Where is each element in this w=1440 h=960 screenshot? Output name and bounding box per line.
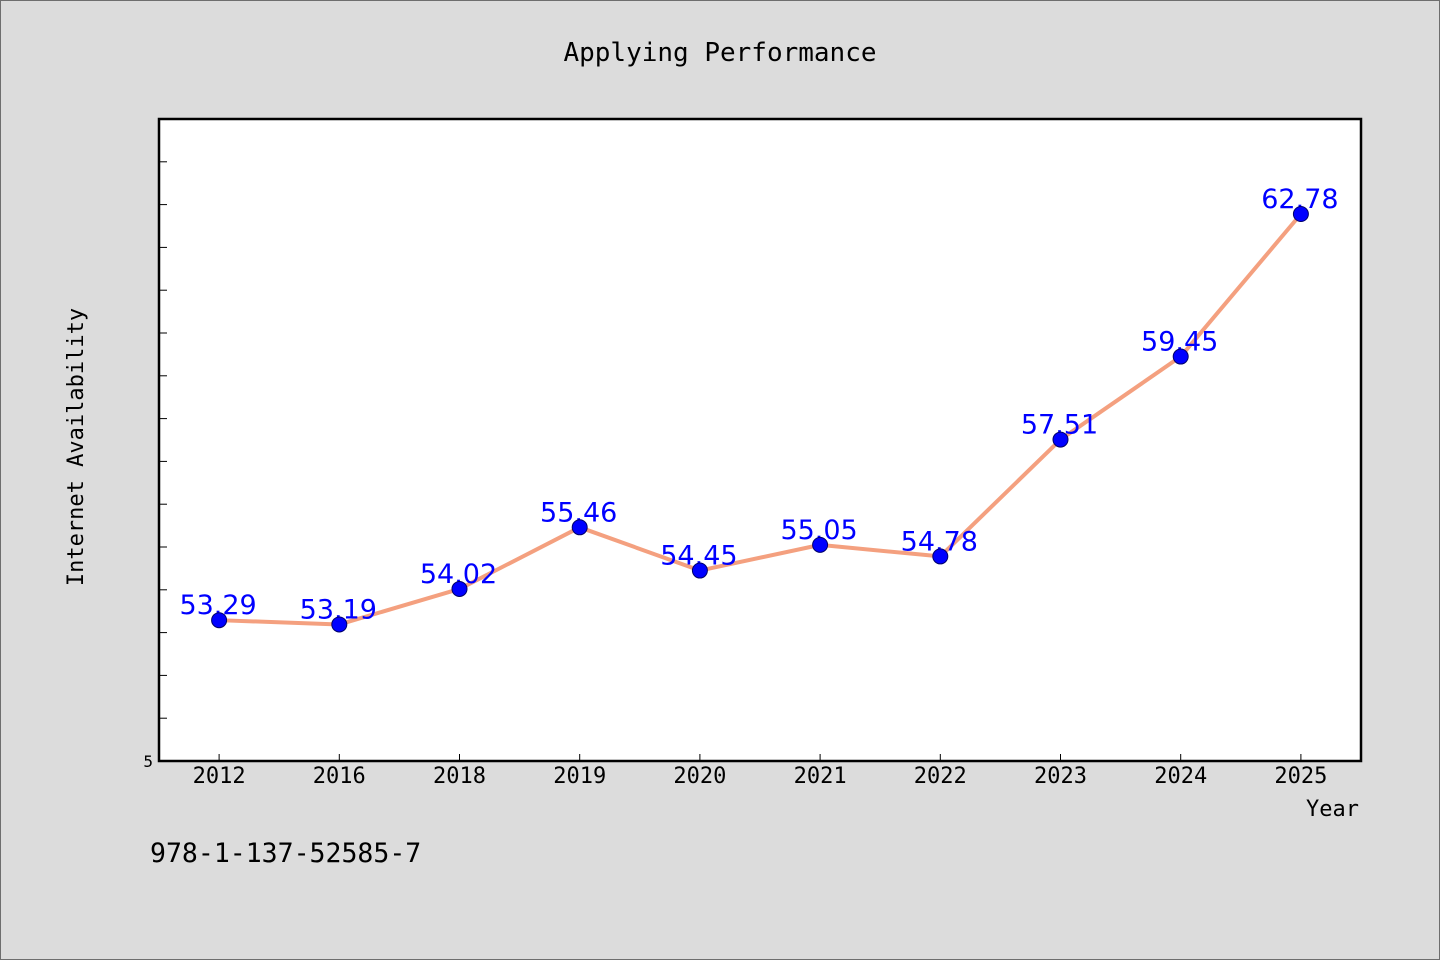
data-point — [331, 616, 348, 633]
x-tick-label: 2025 — [1274, 764, 1327, 789]
plot-area — [159, 119, 1361, 761]
y-axis-label: Internet Availability — [64, 308, 89, 586]
series-line — [217, 212, 1303, 627]
y-tick-label: 5 — [143, 752, 153, 771]
data-point — [1052, 431, 1069, 448]
x-tick-label: 2022 — [914, 764, 967, 789]
data-point — [691, 562, 708, 579]
data-point — [812, 536, 829, 553]
x-tick-label: 2019 — [553, 764, 606, 789]
x-axis-label: Year — [1306, 797, 1359, 822]
isbn-text: 978-1-137-52585-7 — [150, 838, 421, 869]
x-tick-label: 2024 — [1154, 764, 1207, 789]
x-tick-label: 2023 — [1034, 764, 1087, 789]
x-tick-label: 2020 — [673, 764, 726, 789]
data-point — [1292, 206, 1309, 223]
x-tick-label: 2012 — [193, 764, 246, 789]
data-point — [211, 612, 228, 629]
chart-title: Applying Performance — [563, 38, 876, 68]
data-point — [571, 519, 588, 536]
x-tick-label: 2021 — [794, 764, 847, 789]
x-tick-label: 2018 — [433, 764, 486, 789]
y-tick-labels: 5 — [143, 752, 153, 771]
x-tick-labels: 2012 2016 2018 2019 2020 2021 2022 2023 2024 2025 — [193, 764, 1328, 789]
data-point — [1172, 348, 1189, 365]
data-point — [932, 548, 949, 565]
plot-frame — [157, 117, 1363, 763]
x-tick-label: 2016 — [313, 764, 366, 789]
data-point — [451, 580, 468, 597]
